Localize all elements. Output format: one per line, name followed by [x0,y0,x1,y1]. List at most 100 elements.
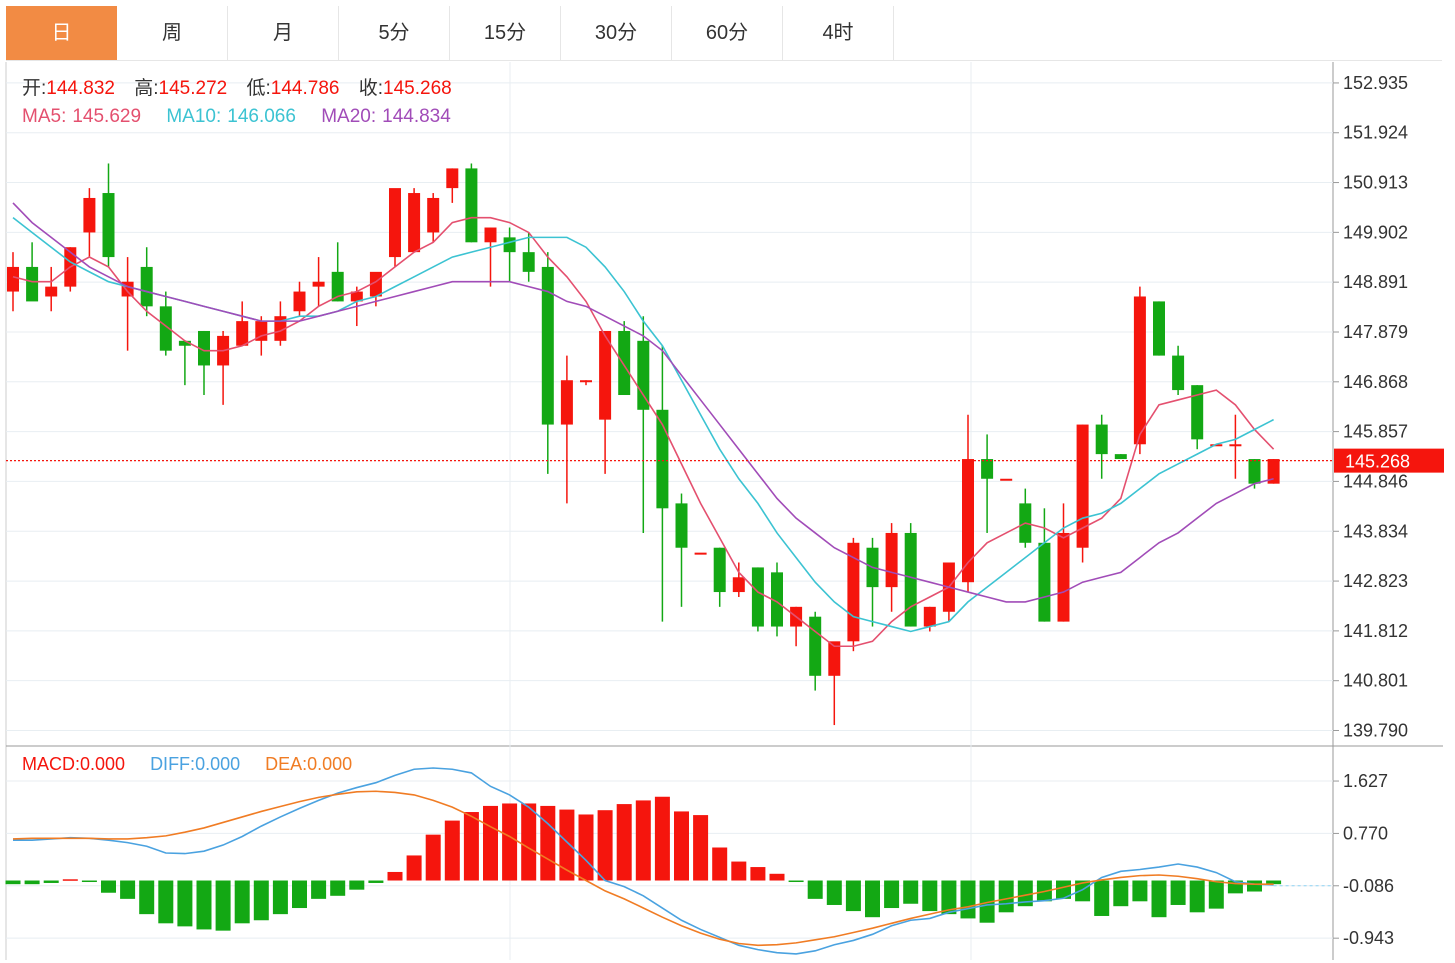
macd-bar [5,880,21,885]
macd-bar [865,880,880,918]
tab-5[interactable]: 30分 [561,6,672,60]
macd-tick-label: -0.943 [1343,928,1394,948]
candle-body [541,266,554,425]
price-tick-label: 142.823 [1343,571,1408,591]
ma20-value: 144.834 [382,106,451,127]
open-value: 144.832 [46,78,115,99]
candle-body [522,252,535,272]
candle-body [828,641,841,676]
macd-bar [43,880,59,883]
ma20-line [12,202,1274,603]
ohlc-legend: 开:144.832 高:145.272 低:144.786 收:145.268 [22,77,452,99]
ma-lines [12,202,1275,648]
candle-body [637,340,650,410]
candle-body [560,380,573,425]
price-tick-label: 141.812 [1343,621,1408,641]
diff-line [13,767,1274,955]
price-tick-label: 139.790 [1343,720,1408,740]
candle-body [1172,355,1185,391]
macd-bar [215,880,231,931]
macd-bar [750,867,766,881]
candle-body [45,286,58,297]
candle-body [83,197,96,233]
ma10-value: 146.066 [227,106,296,127]
candle-body [159,306,172,351]
macd-bar [979,880,995,923]
candle-body [1267,459,1280,484]
ma5-line [12,216,1275,648]
macd-bar [139,880,155,915]
current-price-badge [1334,448,1444,473]
tab-3[interactable]: 5分 [339,6,450,60]
macd-bar [502,803,518,881]
macd-bar [1075,880,1091,902]
diff-value: 0.000 [195,754,240,774]
macd-value: 0.000 [80,754,125,774]
macd-bar [120,880,136,899]
price-tick-label: 144.846 [1343,471,1408,491]
macd-bar [1017,880,1033,907]
macd-bar [1132,880,1148,902]
candle-body [484,227,497,243]
macd-bar [998,880,1014,913]
tab-1[interactable]: 周 [117,6,228,60]
macd-bar [521,803,537,881]
tab-0[interactable]: 日 [6,6,117,60]
candle-body [26,266,39,302]
macd-bar [1208,880,1224,909]
macd-bar [253,880,269,921]
candles [7,163,1280,726]
candle-body [694,552,707,555]
candle-body [1057,532,1070,622]
macd-bar [368,880,384,883]
tab-4[interactable]: 15分 [450,6,561,60]
macd-bar [387,871,403,881]
candle-body [1038,542,1051,622]
price-tick-label: 151.924 [1343,123,1408,143]
candle-body [809,616,822,676]
macd-bar [578,814,594,881]
diff-label: DIFF: [150,754,195,774]
candle-body [389,188,401,258]
tab-7[interactable]: 4时 [783,6,894,60]
candle-body [312,281,325,287]
macd-bar [845,880,861,912]
price-tick-label: 152.935 [1343,73,1408,93]
macd-bar [559,809,575,881]
macd-bar [540,805,556,881]
macd-bar [788,880,804,883]
macd-bar [807,880,823,899]
macd-legend: MACD:0.000 DIFF:0.000 DEA:0.000 [22,754,352,774]
macd-bar [1151,880,1167,918]
macd-bar [444,820,460,881]
y-axis: 152.935 151.924 150.913 149.902 148.891 147.8… [6,73,1444,948]
tab-2[interactable]: 月 [228,6,339,60]
dea-value: 0.000 [307,754,352,774]
macd-bar [769,873,785,881]
macd-bar [826,880,842,905]
high-value: 145.272 [159,78,228,99]
candle-body [331,271,344,302]
macd-tick-label: 0.770 [1343,823,1388,843]
candle-body [1095,424,1108,455]
tab-6[interactable]: 60分 [672,6,783,60]
candle-body [713,547,726,593]
candle-body [1210,444,1223,447]
macd-bar [1170,880,1186,905]
macd-bar [330,880,346,896]
macd-bar [712,847,728,881]
macd-bar [81,880,97,883]
macd-bar [24,880,40,885]
low-label: 低: [247,77,271,99]
macd-bar [597,810,613,881]
candle-body [751,567,764,627]
candle-body [293,291,306,312]
candle-body [1076,424,1089,548]
ma5-value: 145.629 [72,106,141,127]
candle-body [503,237,516,253]
macd-bar [483,805,498,881]
candle-body [981,459,994,479]
macd-bar [349,880,365,890]
low-value: 144.786 [271,78,340,99]
